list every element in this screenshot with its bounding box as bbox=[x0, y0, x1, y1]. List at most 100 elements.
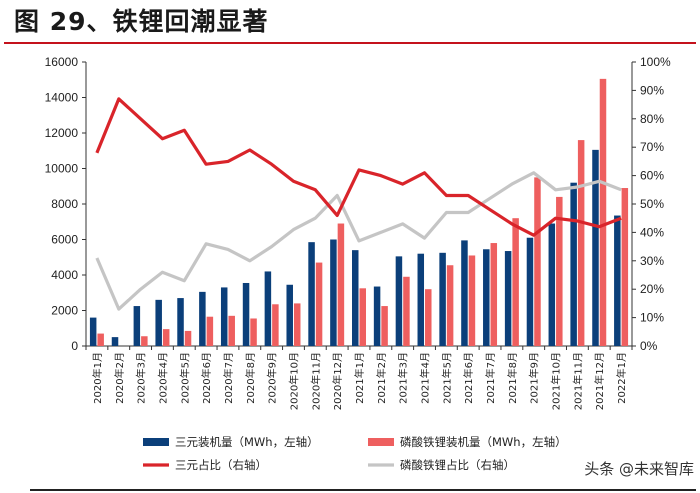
x-axis-ticks: 2020年1月 2020年2月 2020年3月 2020年4月 2020年5月 2020年… bbox=[85, 346, 633, 410]
bar-ternary bbox=[111, 337, 119, 346]
bar-ternary bbox=[570, 182, 577, 346]
bar-ternary bbox=[592, 149, 599, 346]
bar-ternary bbox=[155, 299, 162, 346]
bar-lfp bbox=[599, 78, 607, 347]
right-tick-label: 20% bbox=[640, 282, 664, 296]
x-tick-label: 2021年5月 bbox=[440, 352, 453, 404]
bar-lfp bbox=[556, 196, 563, 346]
left-tick-label: 4000 bbox=[51, 268, 78, 282]
x-tick-label: 2020年5月 bbox=[178, 352, 191, 404]
x-tick-label: 2021年9月 bbox=[528, 352, 541, 404]
bottom-rule bbox=[30, 489, 696, 491]
bar-ternary bbox=[89, 317, 97, 346]
bar-ternary bbox=[264, 271, 272, 346]
bar-lfp bbox=[446, 265, 454, 346]
bars-lfp bbox=[97, 78, 629, 347]
legend-label: 三元占比（右轴） bbox=[175, 458, 267, 472]
bar-lfp bbox=[184, 330, 192, 346]
bars-ternary bbox=[89, 149, 621, 346]
right-tick-label: 10% bbox=[640, 311, 664, 325]
bar-ternary bbox=[373, 286, 381, 346]
x-tick-label: 2020年2月 bbox=[113, 352, 126, 404]
bar-lfp bbox=[250, 318, 257, 346]
right-tick-label: 100% bbox=[640, 55, 671, 69]
bar-lfp bbox=[621, 188, 629, 346]
right-tick-label: 50% bbox=[640, 197, 664, 211]
bar-lfp bbox=[512, 218, 519, 346]
x-tick-label: 2020年11月 bbox=[309, 352, 322, 410]
bar-ternary bbox=[220, 287, 228, 346]
left-tick-label: 0 bbox=[71, 339, 78, 353]
x-tick-label: 2021年6月 bbox=[462, 352, 475, 404]
lines bbox=[95, 97, 622, 311]
bar-ternary bbox=[330, 239, 337, 346]
right-tick-label: 80% bbox=[640, 112, 664, 126]
legend: 三元装机量（MWh，左轴） 磷酸铁锂装机量（MWh，左轴） 三元占比（右轴） 磷酸铁锂… bbox=[143, 435, 567, 472]
x-tick-label: 2022年1月 bbox=[615, 352, 628, 404]
bar-lfp bbox=[403, 276, 410, 346]
bar-lfp bbox=[577, 140, 585, 346]
x-tick-label: 2020年12月 bbox=[331, 352, 344, 410]
legend-label: 三元装机量（MWh，左轴） bbox=[175, 435, 319, 449]
line-lfp-share bbox=[95, 171, 622, 311]
bar-ternary bbox=[548, 223, 556, 346]
bar-ternary bbox=[614, 215, 621, 346]
chart-title: 图 29、铁锂回潮显著 bbox=[14, 7, 269, 36]
bar-ternary bbox=[352, 250, 359, 346]
x-tick-label: 2020年9月 bbox=[266, 352, 279, 404]
bar-ternary bbox=[133, 306, 141, 346]
right-axis-ticks: 0% 10% 20% 30% 40% 50% 60% 70% 80% 90% 100% bbox=[632, 55, 671, 353]
bar-lfp bbox=[425, 289, 432, 346]
bar-lfp bbox=[490, 243, 498, 346]
legend-swatch bbox=[143, 438, 169, 446]
bar-ternary bbox=[504, 251, 512, 346]
legend-label: 磷酸铁锂占比（右轴） bbox=[400, 458, 515, 472]
left-tick-label: 14000 bbox=[45, 91, 79, 105]
bar-lfp bbox=[359, 288, 366, 346]
x-tick-label: 2021年12月 bbox=[593, 352, 606, 410]
bar-ternary bbox=[286, 284, 293, 346]
bar-ternary bbox=[483, 249, 490, 346]
bar-ternary bbox=[395, 256, 403, 346]
bar-ternary bbox=[417, 253, 425, 346]
right-tick-label: 90% bbox=[640, 83, 664, 97]
bar-lfp bbox=[381, 306, 388, 346]
left-tick-label: 16000 bbox=[45, 55, 79, 69]
bar-ternary bbox=[242, 282, 250, 346]
bar-ternary bbox=[439, 252, 446, 346]
x-tick-label: 2021年7月 bbox=[484, 352, 497, 404]
bar-lfp bbox=[272, 304, 279, 346]
x-tick-label: 2020年1月 bbox=[91, 352, 104, 404]
x-tick-label: 2021年1月 bbox=[353, 352, 366, 404]
bar-lfp bbox=[468, 255, 476, 346]
left-tick-label: 8000 bbox=[51, 197, 78, 211]
bar-lfp bbox=[97, 333, 104, 346]
bar-ternary bbox=[177, 298, 184, 346]
x-tick-label: 2020年8月 bbox=[244, 352, 257, 404]
x-tick-label: 2020年10月 bbox=[287, 352, 300, 410]
left-axis-ticks: 0 2000 4000 6000 8000 10000 12000 14000 16000 bbox=[45, 55, 86, 353]
bar-ternary bbox=[526, 237, 534, 346]
legend-swatch bbox=[368, 438, 394, 446]
bar-lfp bbox=[337, 223, 345, 346]
bar-lfp bbox=[315, 262, 323, 346]
left-tick-label: 12000 bbox=[45, 126, 79, 140]
bar-ternary bbox=[308, 242, 315, 346]
left-tick-label: 10000 bbox=[45, 162, 79, 176]
bar-lfp bbox=[206, 316, 214, 346]
x-tick-label: 2020年4月 bbox=[156, 352, 169, 404]
x-tick-label: 2021年4月 bbox=[419, 352, 432, 404]
watermark: 头条 @未来智库 bbox=[582, 458, 696, 479]
left-tick-label: 2000 bbox=[51, 304, 78, 318]
x-tick-label: 2021年11月 bbox=[571, 352, 584, 410]
x-tick-label: 2020年6月 bbox=[200, 352, 213, 404]
right-tick-label: 40% bbox=[640, 225, 664, 239]
title-rule bbox=[4, 42, 696, 44]
right-tick-label: 0% bbox=[640, 339, 658, 353]
x-tick-label: 2020年7月 bbox=[222, 352, 235, 404]
right-tick-label: 60% bbox=[640, 169, 664, 183]
bar-lfp bbox=[162, 329, 170, 346]
bar-ternary bbox=[461, 240, 468, 346]
left-tick-label: 6000 bbox=[51, 233, 78, 247]
